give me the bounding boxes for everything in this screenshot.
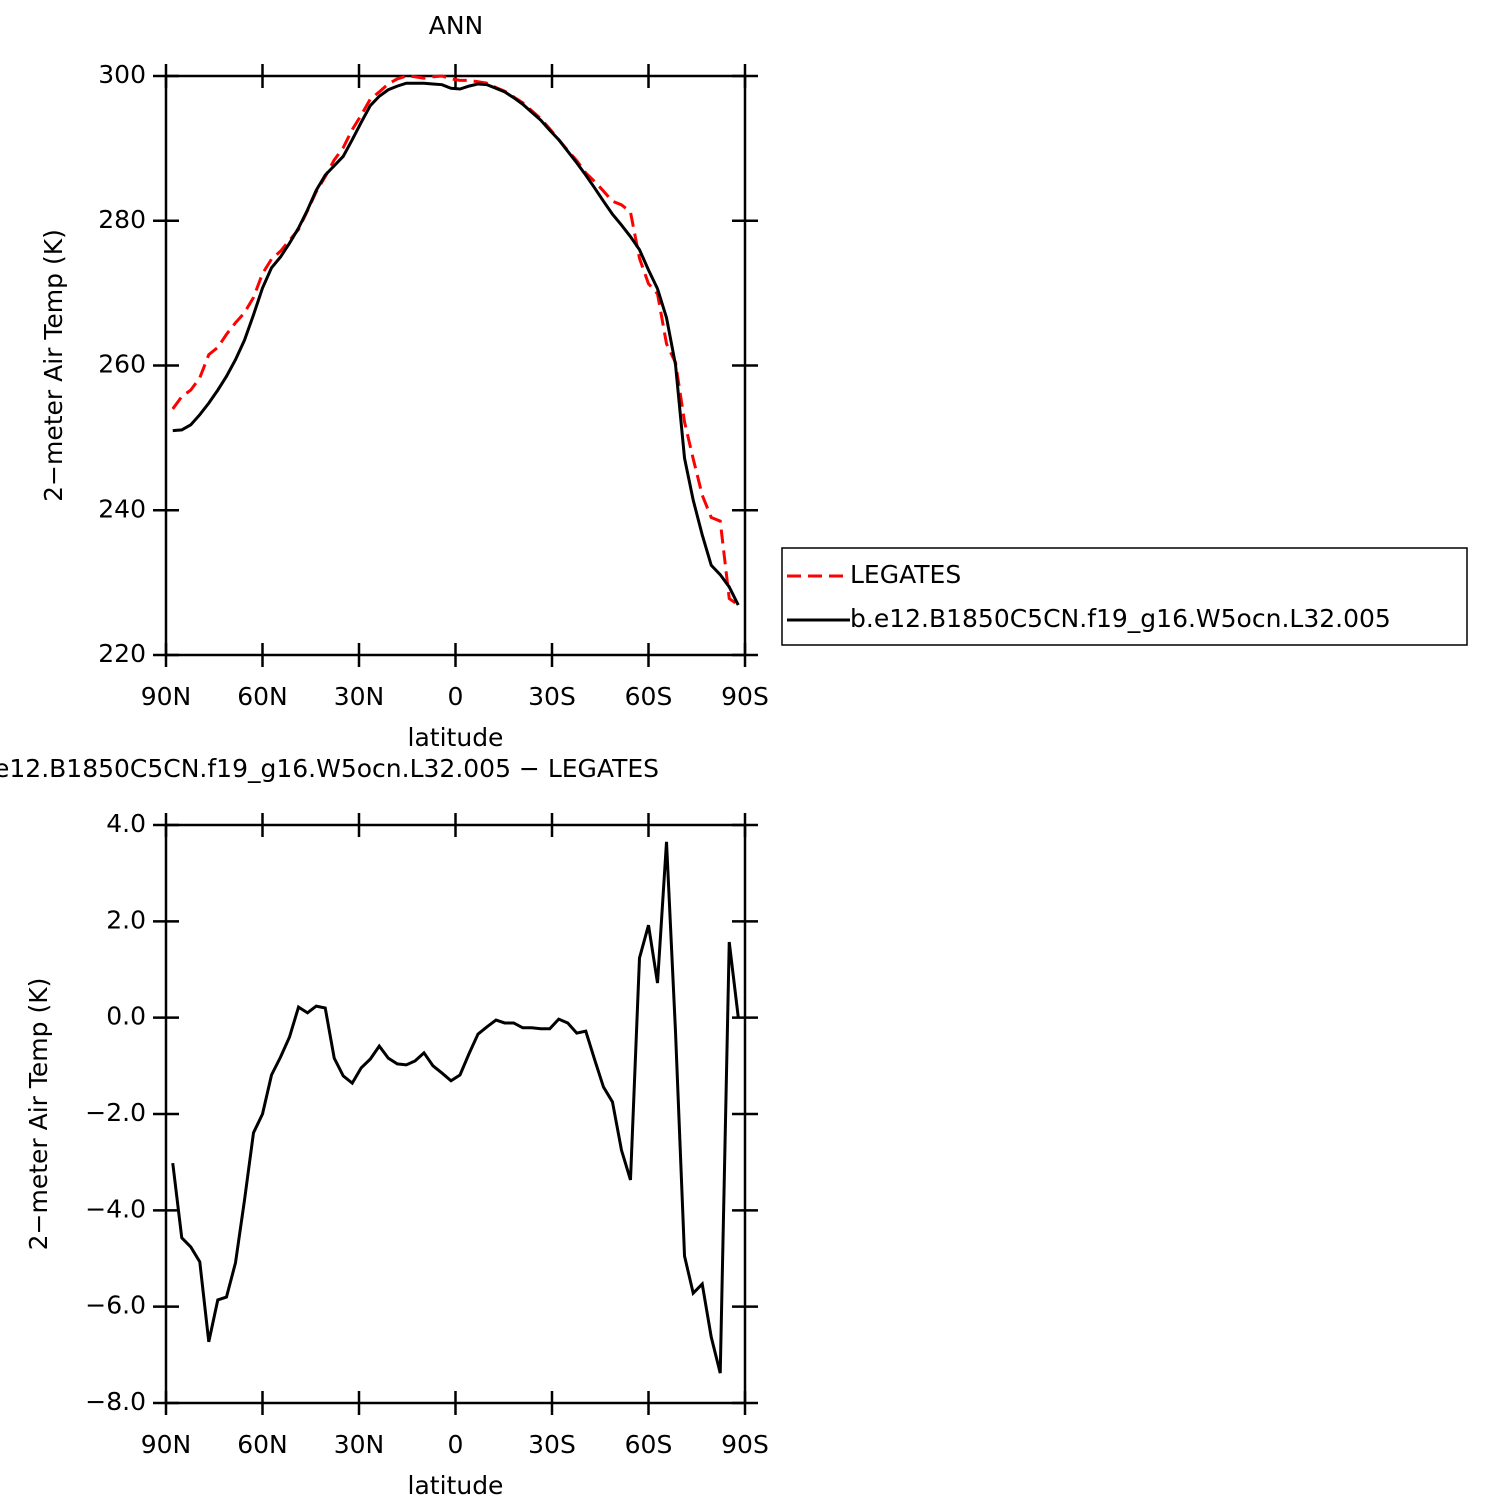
- y-tick-label: 220: [98, 639, 146, 668]
- y-tick-label: 280: [98, 205, 146, 234]
- x-tick-label: 90N: [141, 1430, 192, 1459]
- plot-frame: [164, 823, 747, 1405]
- y-tick-label: 300: [98, 60, 146, 89]
- chart-title: e12.B1850C5CN.f19_g16.W5ocn.L32.005 − LE…: [0, 754, 659, 783]
- x-tick-label: 0: [448, 1430, 464, 1459]
- legend-label: b.e12.B1850C5CN.f19_g16.W5ocn.L32.005: [850, 604, 1391, 633]
- x-tick-label: 30S: [528, 682, 576, 711]
- y-tick-label: 2.0: [106, 905, 146, 934]
- x-tick-label: 60S: [625, 682, 673, 711]
- x-tick-label: 30N: [334, 1430, 385, 1459]
- x-tick-label: 90S: [721, 682, 769, 711]
- x-tick-label: 90N: [141, 682, 192, 711]
- y-tick-label: −2.0: [85, 1098, 146, 1127]
- plot-frame: [164, 74, 747, 657]
- x-tick-label: 30S: [528, 1430, 576, 1459]
- x-tick-label: 0: [448, 682, 464, 711]
- x-axis-label: latitude: [408, 723, 504, 752]
- chart-title: ANN: [429, 11, 484, 40]
- y-tick-label: −8.0: [85, 1387, 146, 1416]
- x-tick-label: 60N: [237, 682, 288, 711]
- x-axis-label: latitude: [408, 1471, 504, 1500]
- legend-box: [781, 547, 1468, 646]
- x-tick-label: 60N: [237, 1430, 288, 1459]
- x-tick-label: 90S: [721, 1430, 769, 1459]
- x-tick-label: 60S: [625, 1430, 673, 1459]
- data-line: [172, 81, 740, 606]
- legend-label: LEGATES: [850, 560, 961, 589]
- data-line: [171, 74, 740, 607]
- y-tick-label: 0.0: [106, 1002, 146, 1031]
- y-tick-label: −4.0: [85, 1194, 146, 1223]
- y-tick-label: 260: [98, 350, 146, 379]
- y-tick-label: 4.0: [106, 809, 146, 838]
- y-axis-label: 2−meter Air Temp (K): [24, 978, 53, 1251]
- data-line: [171, 841, 740, 1374]
- y-tick-label: 240: [98, 494, 146, 523]
- y-tick-label: −6.0: [85, 1291, 146, 1320]
- y-axis-label: 2−meter Air Temp (K): [39, 229, 68, 502]
- x-tick-label: 30N: [334, 682, 385, 711]
